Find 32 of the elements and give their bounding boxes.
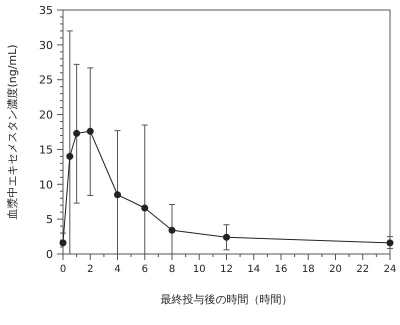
x-tick-label: 18 xyxy=(302,264,315,275)
point xyxy=(86,128,94,135)
x-tick-label: 4 xyxy=(114,264,121,275)
y-tick-label: 0 xyxy=(46,248,53,261)
x-tick-label: 2 xyxy=(87,264,94,275)
y-tick-label: 5 xyxy=(46,213,53,226)
y-axis-title: 血漿中エキセメスタン濃度(ng/mL) xyxy=(6,44,19,220)
y-tick-label: 10 xyxy=(39,178,53,192)
point xyxy=(114,191,121,198)
point xyxy=(60,239,66,246)
x-tick-label: 16 xyxy=(274,264,288,275)
x-tick-label: 8 xyxy=(168,264,176,275)
point xyxy=(386,239,394,246)
x-tick-label: 6 xyxy=(142,264,148,275)
point xyxy=(223,234,230,241)
x-tick-label: 14 xyxy=(247,264,260,275)
point xyxy=(73,130,80,137)
x-tick-label: 12 xyxy=(220,264,233,275)
x-tick-label: 10 xyxy=(192,264,206,275)
y-tick-label: 35 xyxy=(39,4,53,17)
point xyxy=(141,204,148,212)
x-tick-label: 24 xyxy=(384,264,396,275)
y-tick-label: 20 xyxy=(39,108,53,122)
y-tick-label: 25 xyxy=(39,74,53,87)
y-tick-label: 15 xyxy=(39,143,53,156)
x-tick-label: 0 xyxy=(60,264,66,275)
x-tick-label: 22 xyxy=(356,264,370,275)
point xyxy=(66,152,74,160)
point xyxy=(168,226,176,234)
y-tick-label: 30 xyxy=(39,38,53,52)
x-tick-label: 20 xyxy=(329,264,342,275)
x-axis-title: 最終投与後の時間（時間） xyxy=(160,293,292,306)
